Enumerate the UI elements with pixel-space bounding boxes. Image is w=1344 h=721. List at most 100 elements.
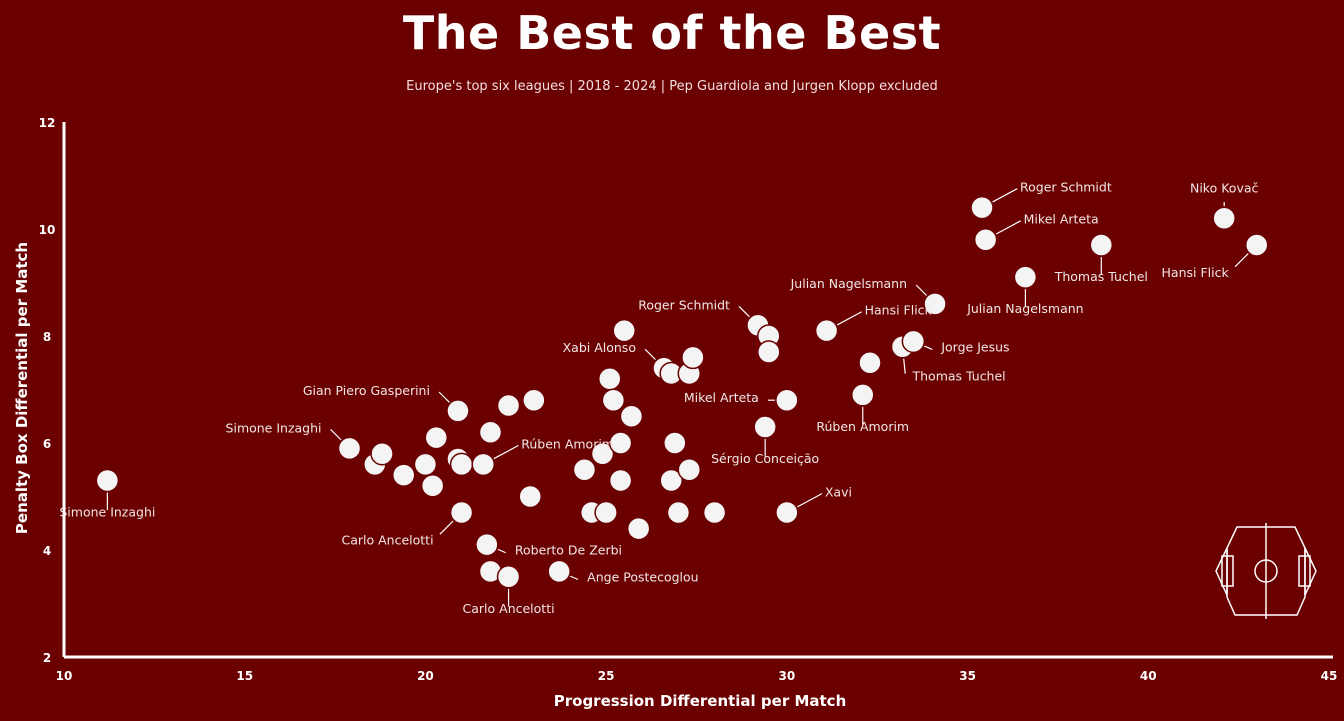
point-label: Julian Nagelsmann: [966, 301, 1083, 316]
data-point: [446, 399, 470, 423]
label-leader-line: [995, 220, 1022, 235]
y-tick-label: 2: [43, 651, 51, 665]
point-label: Hansi Flick: [865, 303, 933, 318]
point-labels: Simone Inzaghi Simone Inzaghi Gian Piero G…: [59, 180, 1258, 616]
point-label: Roger Schmidt: [638, 297, 730, 312]
data-point: [337, 436, 362, 461]
data-point: [681, 345, 705, 370]
data-point: [1089, 233, 1114, 257]
data-point: [970, 195, 994, 220]
label-leader-line: [644, 348, 656, 361]
point-label: Thomas Tuchel: [1054, 269, 1148, 284]
data-points: [95, 195, 1269, 589]
data-point: [95, 468, 120, 493]
data-point: [814, 318, 839, 343]
data-point: [923, 292, 947, 316]
point-label: Roger Schmidt: [1020, 180, 1112, 195]
data-point: [522, 388, 546, 412]
data-point: [518, 484, 542, 509]
x-axis-ticks: 10 15 20 25 30 35 40 45: [56, 669, 1338, 683]
data-point: [413, 452, 438, 477]
data-point: [702, 500, 727, 525]
data-point: [659, 468, 683, 493]
data-point: [619, 404, 644, 428]
point-label: Mikel Arteta: [1024, 212, 1099, 227]
data-point: [424, 425, 449, 450]
point-label: Gian Piero Gasperini: [303, 383, 430, 398]
point-label: Niko Kovač: [1190, 180, 1259, 195]
point-label: Rúben Amorim: [816, 419, 909, 434]
x-tick-label: 15: [236, 669, 253, 683]
x-tick-label: 10: [56, 669, 73, 683]
label-leader-line: [330, 429, 342, 441]
data-point: [608, 468, 633, 493]
y-tick-label: 4: [43, 544, 51, 558]
data-point: [391, 463, 416, 487]
data-point: [572, 458, 597, 482]
data-point: [370, 441, 394, 466]
x-tick-label: 40: [1140, 669, 1157, 683]
label-leader-line: [438, 391, 450, 403]
point-label: Thomas Tuchel: [912, 369, 1006, 384]
data-point: [1013, 265, 1038, 289]
chart-title: The Best of the Best: [402, 6, 942, 60]
label-leader-line: [797, 493, 823, 508]
data-point: [775, 388, 799, 412]
point-label: Jorge Jesus: [940, 339, 1009, 354]
x-tick-label: 20: [417, 669, 434, 683]
point-label: Simone Inzaghi: [59, 504, 155, 519]
data-point: [1212, 206, 1236, 231]
point-label: Rúben Amorim: [521, 436, 614, 451]
data-point: [598, 367, 622, 391]
data-point: [666, 500, 691, 525]
label-leader-line: [1234, 253, 1249, 268]
data-point: [858, 351, 882, 375]
data-point: [612, 318, 636, 343]
data-point: [594, 500, 618, 525]
data-point: [851, 383, 875, 407]
data-point: [608, 431, 633, 455]
x-tick-label: 45: [1321, 669, 1338, 683]
data-point: [757, 340, 781, 364]
y-tick-label: 10: [39, 223, 56, 237]
data-point: [449, 452, 474, 477]
x-axis-label: Progression Differential per Match: [554, 692, 847, 710]
point-label: Mikel Arteta: [684, 390, 759, 405]
y-axis-ticks: 2 4 6 8 10 12: [39, 116, 56, 665]
data-point: [496, 565, 521, 589]
point-label: Carlo Ancelotti: [463, 601, 555, 616]
data-point: [663, 431, 687, 455]
data-point: [496, 393, 521, 418]
data-point: [449, 500, 474, 525]
label-leader-line: [915, 284, 927, 296]
point-label: Ange Postecoglou: [587, 569, 698, 584]
label-leader-line: [493, 444, 519, 460]
x-tick-label: 30: [779, 669, 796, 683]
x-tick-label: 25: [598, 669, 615, 683]
data-point: [601, 388, 626, 412]
data-point: [1244, 233, 1269, 257]
chart-subtitle: Europe's top six leagues | 2018 - 2024 |…: [406, 79, 938, 94]
label-leader-line: [439, 520, 454, 535]
data-point: [471, 452, 496, 477]
point-label: Xabi Alonso: [563, 340, 636, 355]
y-tick-label: 12: [39, 116, 56, 130]
data-point: [677, 458, 702, 482]
label-leader-line: [903, 358, 906, 374]
label-leader-line: [924, 345, 933, 351]
point-label: Roberto De Zerbi: [515, 543, 622, 558]
data-point: [590, 441, 615, 466]
football-pitch-icon: [1215, 523, 1317, 619]
data-point: [901, 329, 926, 354]
label-leader-line: [497, 548, 507, 554]
y-tick-label: 8: [43, 330, 51, 344]
data-point: [973, 227, 998, 252]
point-label: Xavi: [825, 485, 852, 500]
label-leader-line: [569, 575, 579, 581]
x-tick-label: 35: [959, 669, 976, 683]
chart-axes: [62, 122, 1333, 659]
data-point: [775, 500, 799, 525]
label-leader-line: [738, 305, 750, 318]
data-point: [626, 516, 651, 541]
